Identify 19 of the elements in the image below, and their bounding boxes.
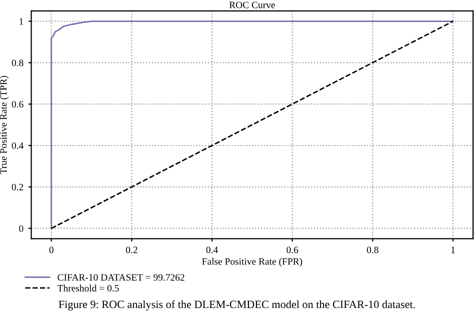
x-axis-title: False Positive Rate (FPR) — [202, 258, 302, 267]
line-series — [50, 20, 454, 230]
y-tick-label: 0.4 — [12, 142, 24, 150]
x-tick-label: 0.6 — [286, 246, 298, 254]
y-tick-label: 0.6 — [12, 101, 24, 108]
caption: Figure 9: ROC analysis of the DLEM-CMDEC model on the CIFAR-10 dataset. — [58, 300, 415, 310]
y-tick-label: 0 — [19, 225, 24, 232]
legend-label: CIFAR-10 DATASET = 99.7262 — [58, 274, 184, 281]
y-tick-label: 1 — [20, 18, 24, 25]
x-tick-label: 1 — [451, 246, 455, 254]
y-tick-label: 0.8 — [12, 60, 24, 66]
y-axis-title: True Positive Rate (TPR) — [0, 76, 9, 174]
chart-title: ROC Curve — [229, 2, 275, 8]
legend-label: Threshold = 0.5 — [57, 284, 119, 292]
x-tick-label: 0 — [49, 246, 54, 254]
x-tick-label: 0.4 — [206, 246, 218, 254]
y-tick-label: 0.2 — [12, 184, 24, 190]
x-tick-label: 0.8 — [366, 246, 378, 254]
x-tick-label: 0.2 — [126, 246, 138, 254]
